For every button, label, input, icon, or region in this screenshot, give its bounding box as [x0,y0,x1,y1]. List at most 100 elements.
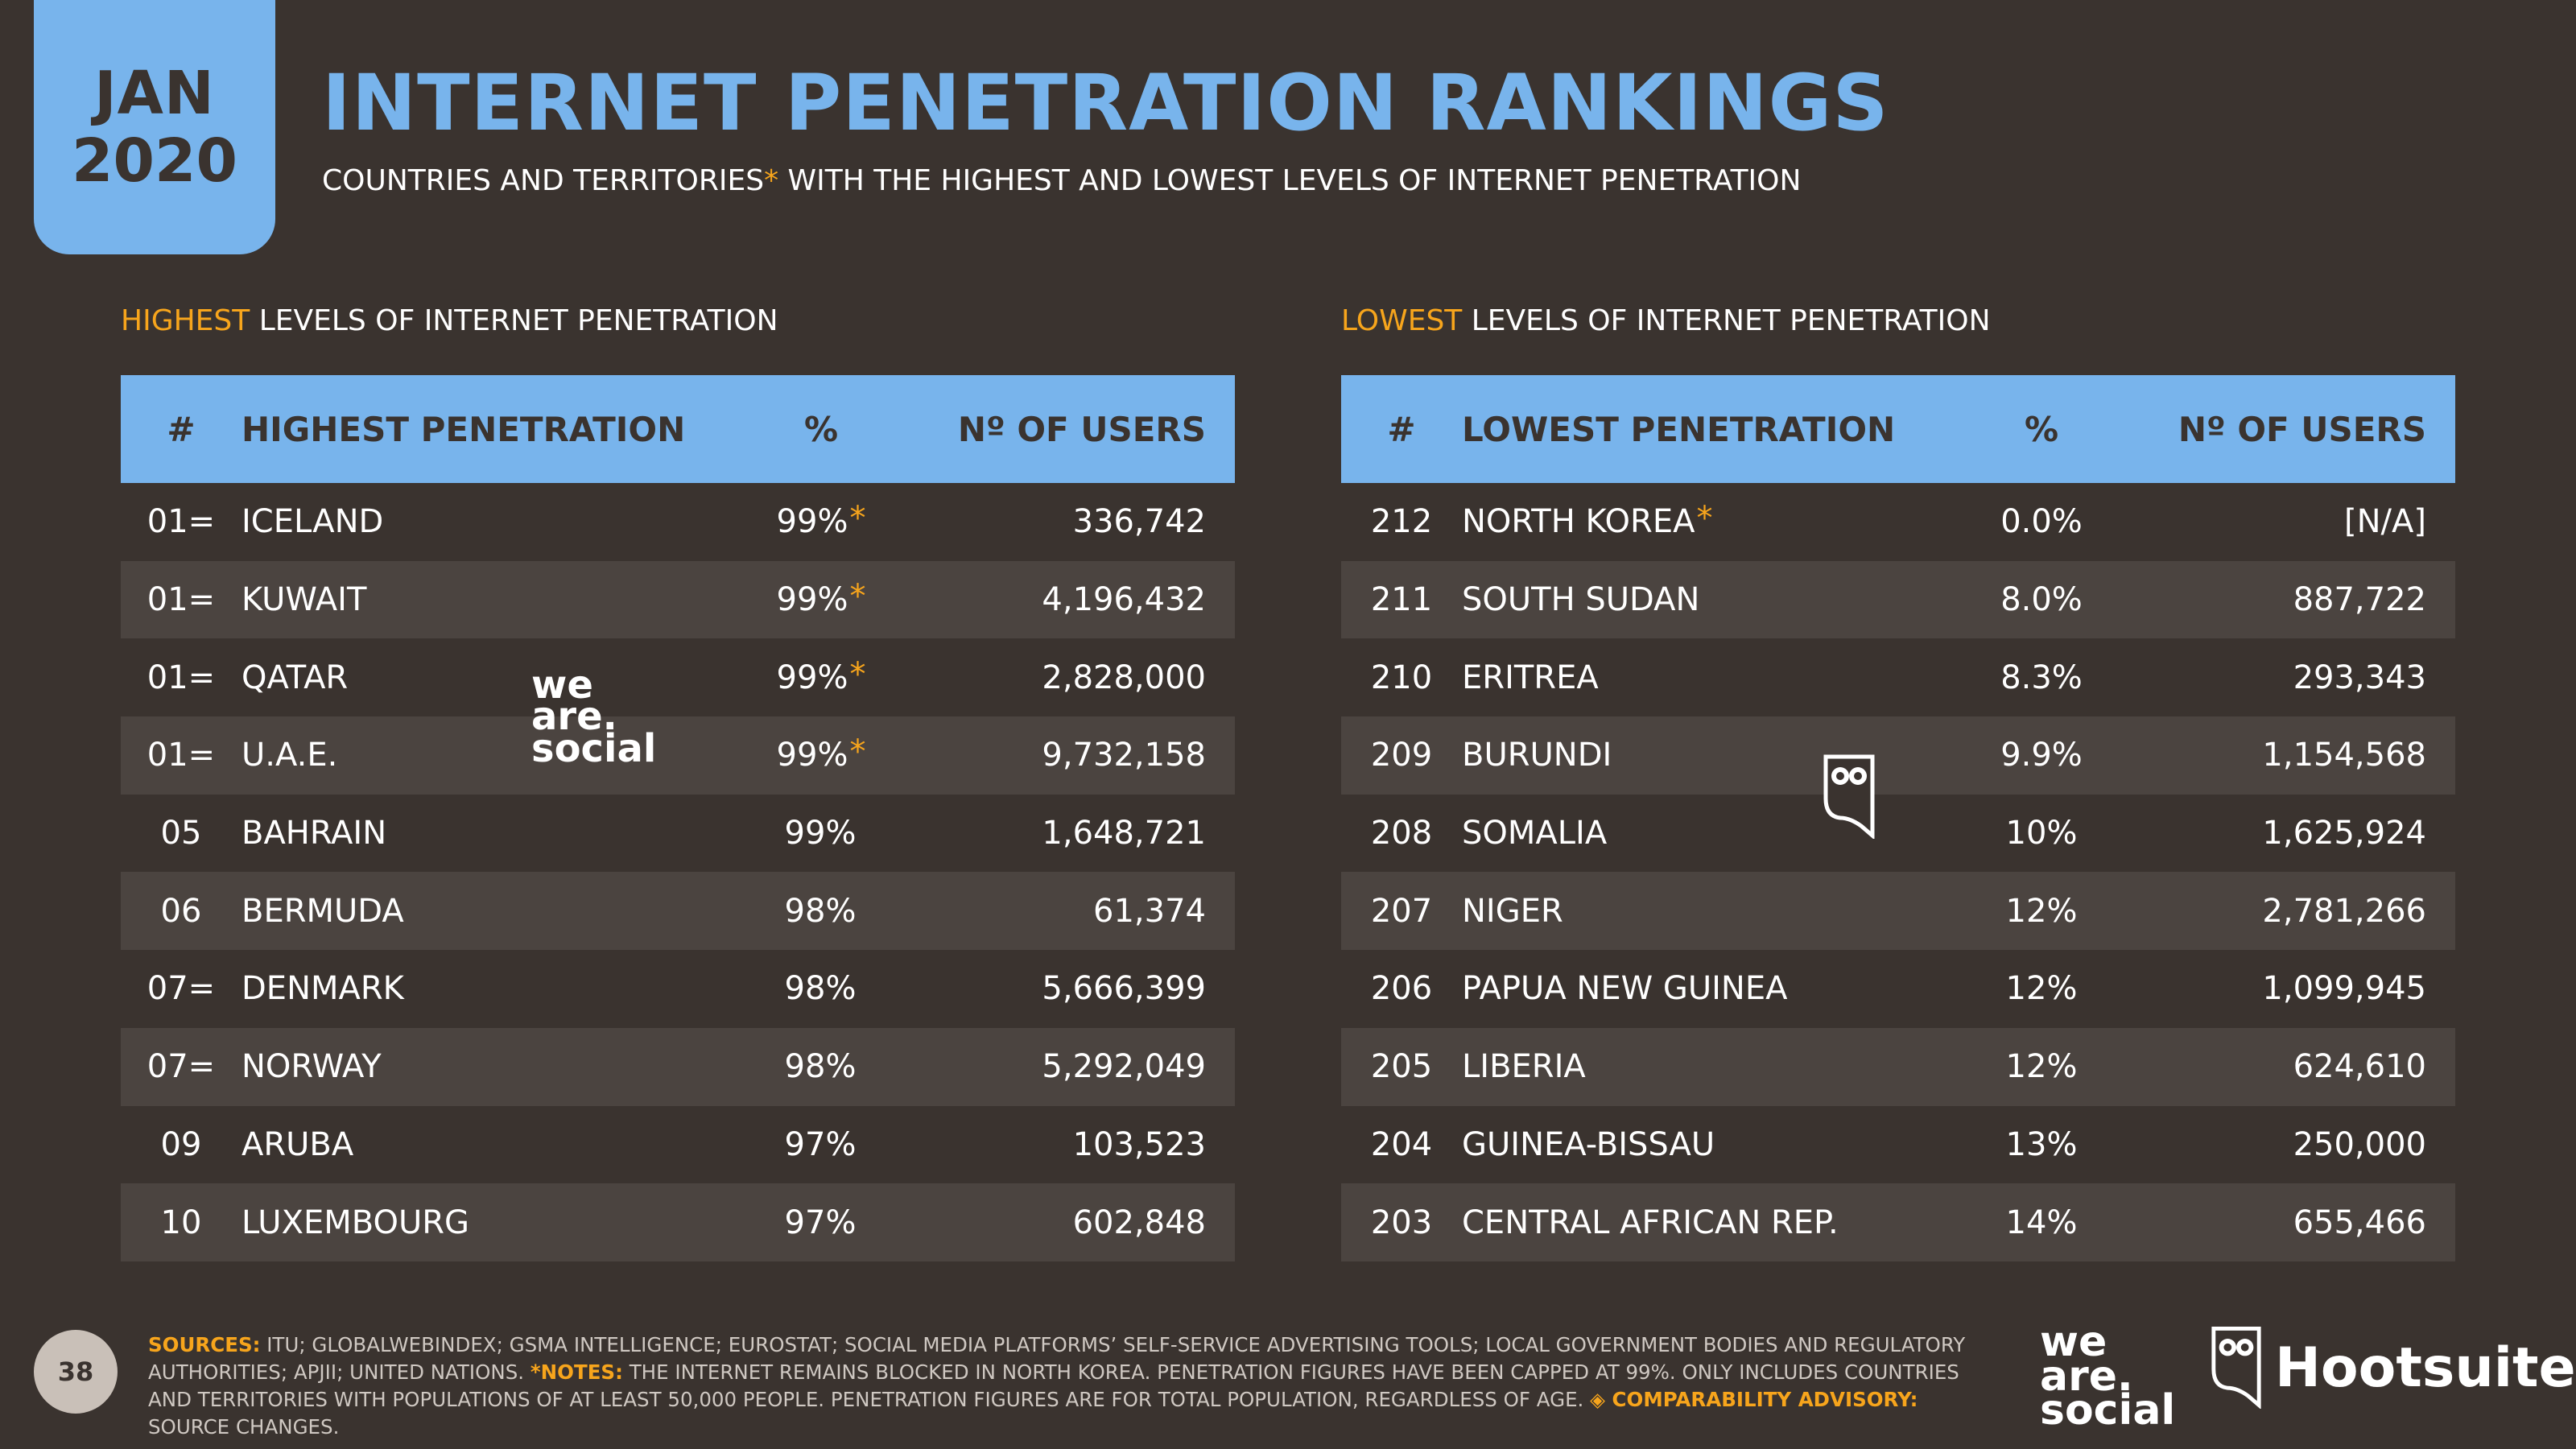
row-pct-value: 10% [2005,815,2078,852]
row-rank: 01= [147,503,216,541]
row-rank: 10 [121,1183,242,1261]
table-row: 10 LUXEMBOURG 97% 602,848 [121,1183,1235,1261]
logo-line1: we [2040,1318,2107,1366]
row-name: NIGER [1462,872,1961,951]
lowest-section-accent: LOWEST [1341,304,1463,337]
row-users: 2,781,266 [2122,872,2455,951]
footer-notes: SOURCES: ITU; GLOBALWEBINDEX; GSMA INTEL… [148,1331,2000,1441]
row-users: 1,099,945 [2262,970,2426,1008]
row-pct-value: 0.0% [2000,503,2083,541]
table-row: 01= QATAR 99%* 2,828,000 [121,638,1235,716]
subtitle-part-a: COUNTRIES AND TERRITORIES [322,164,765,197]
table-header-row: # HIGHEST PENETRATION % Nº OF USERS [121,375,1235,483]
row-name-text: SOUTH SUDAN [1462,581,1700,619]
row-users: 5,292,049 [902,1027,1235,1106]
row-pct: 9.9% [1961,716,2122,795]
subtitle-asterisk: * [764,164,779,197]
row-pct: 99%* [741,638,902,716]
table-row: 212 NORTH KOREA* 0.0% [N/A] [1341,483,2455,561]
table-row: 207 NIGER 12% 2,781,266 [1341,872,2455,951]
row-pct-value: 13% [2005,1125,2078,1163]
row-pct: 99%* [741,560,902,639]
lowest-section-rest: LEVELS OF INTERNET PENETRATION [1471,304,1991,337]
row-rank: 205 [1341,1027,1462,1106]
row-users: 5,666,399 [1042,970,1206,1008]
row-name: BURUNDI [1462,716,1961,795]
row-pct: 97% [741,1183,902,1261]
row-name: GUINEA-BISSAU [1462,1106,1961,1184]
row-name-text: ICELAND [242,503,384,541]
lowest-table: # LOWEST PENETRATION % Nº OF USERS 212 NO… [1341,375,2455,1261]
row-users: 1,625,924 [2262,815,2426,852]
row-name-text: BERMUDA [242,892,404,930]
row-pct-value: 99% [776,503,848,541]
date-tab: JAN 2020 [34,0,275,254]
row-name: SOMALIA [1462,795,1961,873]
page-title: INTERNET PENETRATION RANKINGS [322,58,1889,148]
row-pct-value: 98% [784,892,857,930]
logo-line2: are. [2040,1352,2133,1401]
table-row: 01= U.A.E. 99%* 9,732,158 [121,716,1235,795]
row-users: 103,523 [1072,1125,1206,1163]
col-users: Nº OF USERS [902,375,1235,483]
lowest-section-title: LOWEST LEVELS OF INTERNET PENETRATION [1341,304,1991,337]
row-name-text: NORTH KOREA [1462,503,1695,541]
col-users: Nº OF USERS [2122,375,2455,483]
table-row: 203 CENTRAL AFRICAN REP. 14% 655,466 [1341,1183,2455,1261]
table-row: 01= KUWAIT 99%* 4,196,432 [121,560,1235,639]
row-name: NORTH KOREA* [1462,483,1961,561]
was-line2: are. [531,694,617,740]
row-rank: 206 [1370,970,1433,1008]
table-row: 204 GUINEA-BISSAU 13% 250,000 [1341,1106,2455,1184]
row-pct-value: 99% [776,658,848,696]
row-pct-asterisk: * [849,578,866,616]
table-row: 208 SOMALIA 10% 1,625,924 [1341,795,2455,873]
row-name: PAPUA NEW GUINEA [1462,950,1961,1028]
subtitle-part-b: WITH THE HIGHEST AND LOWEST LEVELS OF IN… [787,164,1802,197]
row-users: 887,722 [2122,560,2455,639]
row-pct-value: 99% [776,737,848,774]
row-name-text: QATAR [242,658,349,696]
row-pct: 12% [1961,950,2122,1028]
row-pct-value: 8.3% [2000,658,2083,696]
row-name-text: CENTRAL AFRICAN REP. [1462,1203,1839,1241]
row-rank: 01= [121,716,242,795]
row-users: 1,648,721 [1042,815,1206,852]
row-name: ERITREA [1462,638,1961,716]
we-are-social-watermark: we are. social [531,666,656,768]
row-pct-asterisk: * [849,655,866,693]
hootsuite-owl-icon [1823,754,1875,839]
row-name: LIBERIA [1462,1027,1961,1106]
row-rank: 01= [121,560,242,639]
row-pct-value: 99% [784,815,857,852]
row-pct: 99% [741,795,902,873]
row-pct: 0.0% [1961,483,2122,561]
hootsuite-word: Hootsuite [2275,1336,2576,1400]
row-name-text: NIGER [1462,892,1563,930]
table-row: 211 SOUTH SUDAN 8.0% 887,722 [1341,560,2455,639]
row-pct: 99%* [741,716,902,795]
col-pct: % [741,375,902,483]
row-pct-value: 9.9% [2000,737,2083,774]
row-name-text: BAHRAIN [242,815,387,852]
row-name-text: KUWAIT [242,581,367,619]
row-name: NORWAY [242,1027,741,1106]
date-year: 2020 [72,126,237,196]
notes-label: *NOTES: [530,1360,623,1384]
table-row: 07= NORWAY 98% 5,292,049 [121,1027,1235,1106]
row-pct: 98% [741,950,902,1028]
col-name: LOWEST PENETRATION [1462,375,1961,483]
highest-section-title: HIGHEST LEVELS OF INTERNET PENETRATION [121,304,778,337]
row-rank: 07= [147,970,216,1008]
row-rank: 210 [1370,658,1433,696]
row-rank: 207 [1341,872,1462,951]
row-pct: 98% [741,1027,902,1106]
row-pct: 12% [1961,872,2122,951]
row-users: 250,000 [2293,1125,2426,1163]
row-pct: 13% [1961,1106,2122,1184]
row-rank: 01= [147,658,216,696]
row-pct-asterisk: * [849,733,866,771]
table-row: 01= ICELAND 99%* 336,742 [121,483,1235,561]
row-rank: 06 [121,872,242,951]
row-rank: 208 [1370,815,1433,852]
